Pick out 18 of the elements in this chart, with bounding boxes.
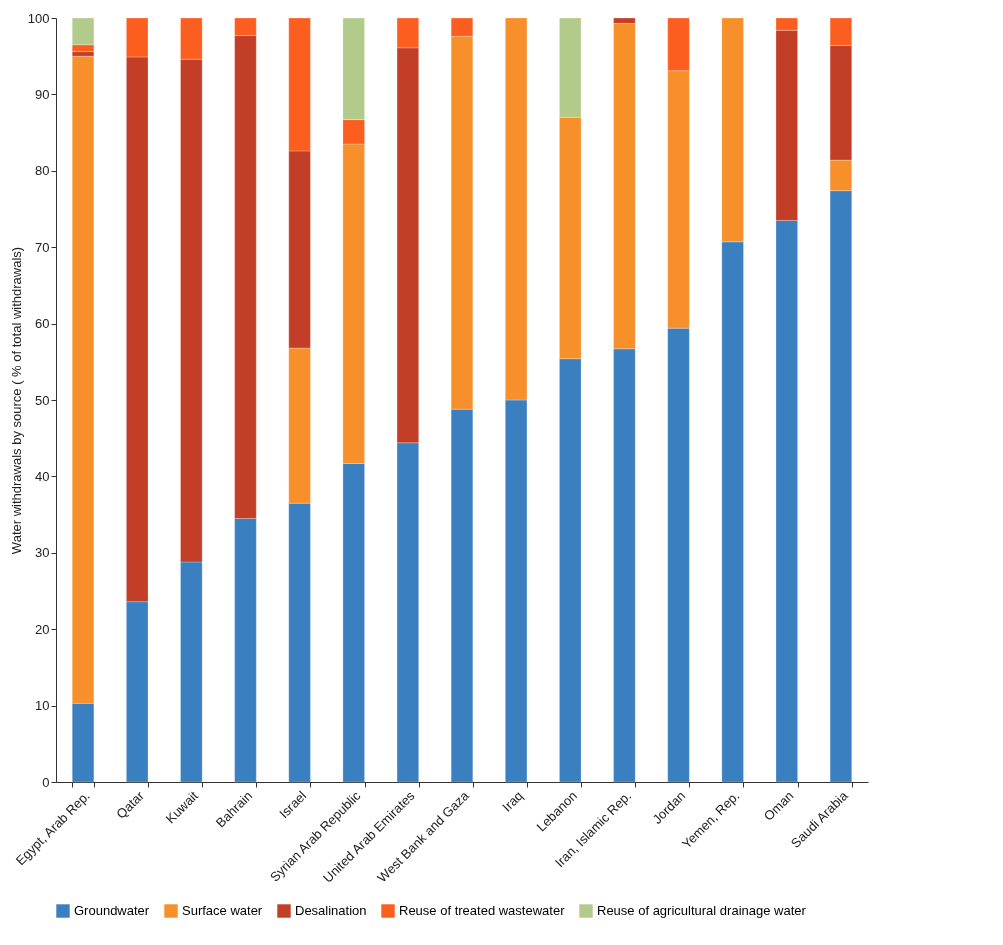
y-tick-label: 40: [35, 468, 50, 484]
y-tick-label: 90: [35, 86, 50, 102]
y-tick-label: 10: [35, 698, 50, 714]
x-tick-label: Iraq: [499, 788, 526, 815]
legend-label: Surface water: [182, 903, 263, 918]
y-tick-label: 100: [27, 10, 50, 26]
y-tick-label: 30: [35, 545, 50, 561]
y-tick-label: 20: [35, 621, 50, 637]
legend-label: Reuse of treated wastewater: [399, 903, 566, 918]
y-axis-title: Water withdrawals by source ( % of total withdrawals): [8, 246, 24, 555]
y-tick-label: 60: [35, 316, 50, 332]
legend-label: Desalination: [295, 903, 367, 918]
y-tick-label: 0: [42, 774, 50, 790]
legend-label: Reuse of agricultural drainage water: [597, 903, 807, 918]
y-tick-label: 70: [35, 239, 50, 255]
legend-label: Groundwater: [74, 903, 150, 918]
y-tick-label: 50: [35, 392, 50, 408]
y-tick-label: 80: [35, 163, 50, 179]
